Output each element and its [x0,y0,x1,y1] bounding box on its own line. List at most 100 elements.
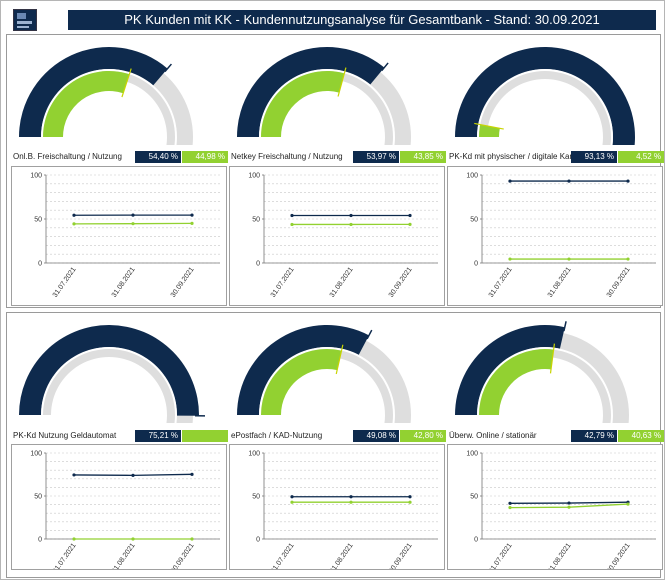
line-chart: 0 50 100 31.07.2021 31.08.2021 30.09.2021 [447,444,663,570]
gauge-green-arc [261,349,342,415]
y-tick-label: 50 [470,494,478,501]
data-point [290,500,294,504]
gauge-blue-arc [237,325,369,415]
gauge-blue-arc [237,46,385,137]
kpi-value-green: 42,80 % [400,430,446,442]
y-tick-label: 100 [30,451,42,458]
x-tick-label: 31.08.2021 [111,266,137,299]
gauge-blue-arc [455,47,635,145]
data-point [626,179,630,183]
data-point [567,179,571,183]
line-chart: 0 50 100 31.07.2021 31.08.2021 30.09.2021 [229,166,445,306]
data-point [408,500,412,504]
data-point [349,222,353,227]
x-tick-label: 31.08.2021 [329,542,355,569]
gauge-blue-arc [19,325,199,416]
data-point [190,213,194,217]
kpi-label: Onl.B. Freischaltung / Nutzung [13,152,122,161]
y-tick-label: 50 [252,217,260,224]
kpi-value-blue: 42,79 % [571,430,617,442]
line-chart: 0 50 100 31.07.2021 31.08.2021 30.09.2021 [11,166,227,306]
kpi-label: PK-Kd mit physischer / digitale Karte [449,152,571,161]
kpi-label-row: ePostfach / KAD-Nutzung 49,08 % 42,80 % [229,430,446,442]
kpi-value-green: 44,98 % [182,151,228,163]
gauge-green-marker [549,343,556,374]
gauge-green-arc [479,349,554,415]
kpi-value-blue: 93,13 % [571,151,617,163]
x-tick-label: 30.09.2021 [388,542,414,569]
data-point [408,213,412,218]
kpi-value-blue: 54,40 % [135,151,181,163]
y-tick-label: 50 [34,494,42,501]
data-point [408,495,412,499]
x-tick-label: 31.08.2021 [111,542,137,569]
y-tick-label: 100 [466,451,478,458]
data-point [190,472,194,476]
data-point [349,495,353,499]
gauge-chart [455,47,635,145]
gauge-green-marker [474,122,504,130]
data-point [190,537,194,541]
kpi-panel: PK-Kd mit physischer / digitale Karte 93,… [447,35,665,306]
x-tick-label: 30.09.2021 [606,266,632,299]
x-tick-label: 31.08.2021 [329,266,355,299]
line-chart-svg: 0 50 100 31.07.2021 31.08.2021 30.09.2021 [466,173,656,299]
gauge-chart [19,47,193,145]
kpi-value-blue: 75,21 % [135,430,181,442]
data-point [72,213,76,217]
kpi-panel: ePostfach / KAD-Nutzung 49,08 % 42,80 % 0 50… [229,313,447,580]
y-tick-label: 50 [252,494,260,501]
data-point [190,221,194,225]
gauge-green-arc [43,71,130,137]
y-tick-label: 0 [256,261,260,268]
data-point [508,506,512,510]
data-point [290,222,294,227]
line-chart: 0 50 100 31.07.2021 31.08.2021 30.09.2021 [447,166,663,306]
x-tick-label: 30.09.2021 [606,542,632,569]
panel-section-bottom: PK-Kd Nutzung Geldautomat 75,21 % 0 50 100 31… [6,312,664,580]
line-chart-svg: 0 50 100 31.07.2021 31.08.2021 30.09.2021 [248,173,438,299]
kpi-label-row: PK-Kd Nutzung Geldautomat 75,21 % [11,430,228,442]
gauge-chart [237,46,411,145]
data-point [508,179,512,183]
gauge-blue-arc [455,325,565,415]
kpi-value-blue: 49,08 % [353,430,399,442]
y-tick-label: 0 [474,537,478,544]
page-title: PK Kunden mit KK - Kundennutzungsanalyse… [68,10,656,30]
y-tick-label: 0 [38,537,42,544]
y-tick-label: 50 [470,217,478,224]
data-point [131,537,135,541]
y-tick-label: 100 [248,451,260,458]
kpi-label-row: Onl.B. Freischaltung / Nutzung 54,40 % 44,… [11,151,228,163]
gauge-blue-marker [164,63,172,73]
gauge-chart [455,321,629,423]
data-point [626,502,630,506]
x-tick-label: 31.07.2021 [488,266,514,299]
x-tick-label: 31.08.2021 [547,266,573,299]
y-tick-label: 50 [34,217,42,224]
kpi-panel: Onl.B. Freischaltung / Nutzung 54,40 % 44,… [11,35,229,306]
data-point [72,537,76,541]
gauge-blue-marker [563,321,567,332]
y-tick-label: 0 [38,261,42,268]
gauge-green-marker [335,344,344,375]
gauge-green-marker [337,67,347,97]
kpi-value-green: 43,85 % [400,151,446,163]
x-tick-label: 31.07.2021 [488,542,514,569]
data-point [508,257,512,261]
data-point [72,222,76,226]
line-chart-svg: 0 50 100 31.07.2021 31.08.2021 30.09.2021 [466,451,656,569]
kpi-label: PK-Kd Nutzung Geldautomat [13,431,117,440]
gauge-green-marker [121,68,132,98]
x-tick-label: 31.07.2021 [270,266,296,299]
data-point [131,213,135,217]
kpi-label: ePostfach / KAD-Nutzung [231,431,323,440]
y-tick-label: 0 [256,537,260,544]
x-tick-label: 30.09.2021 [388,266,414,299]
gauge-chart [237,325,411,423]
data-point [290,213,294,218]
gauge-blue-marker [381,62,389,72]
gauge-chart [19,325,206,423]
x-tick-label: 31.07.2021 [52,542,78,569]
